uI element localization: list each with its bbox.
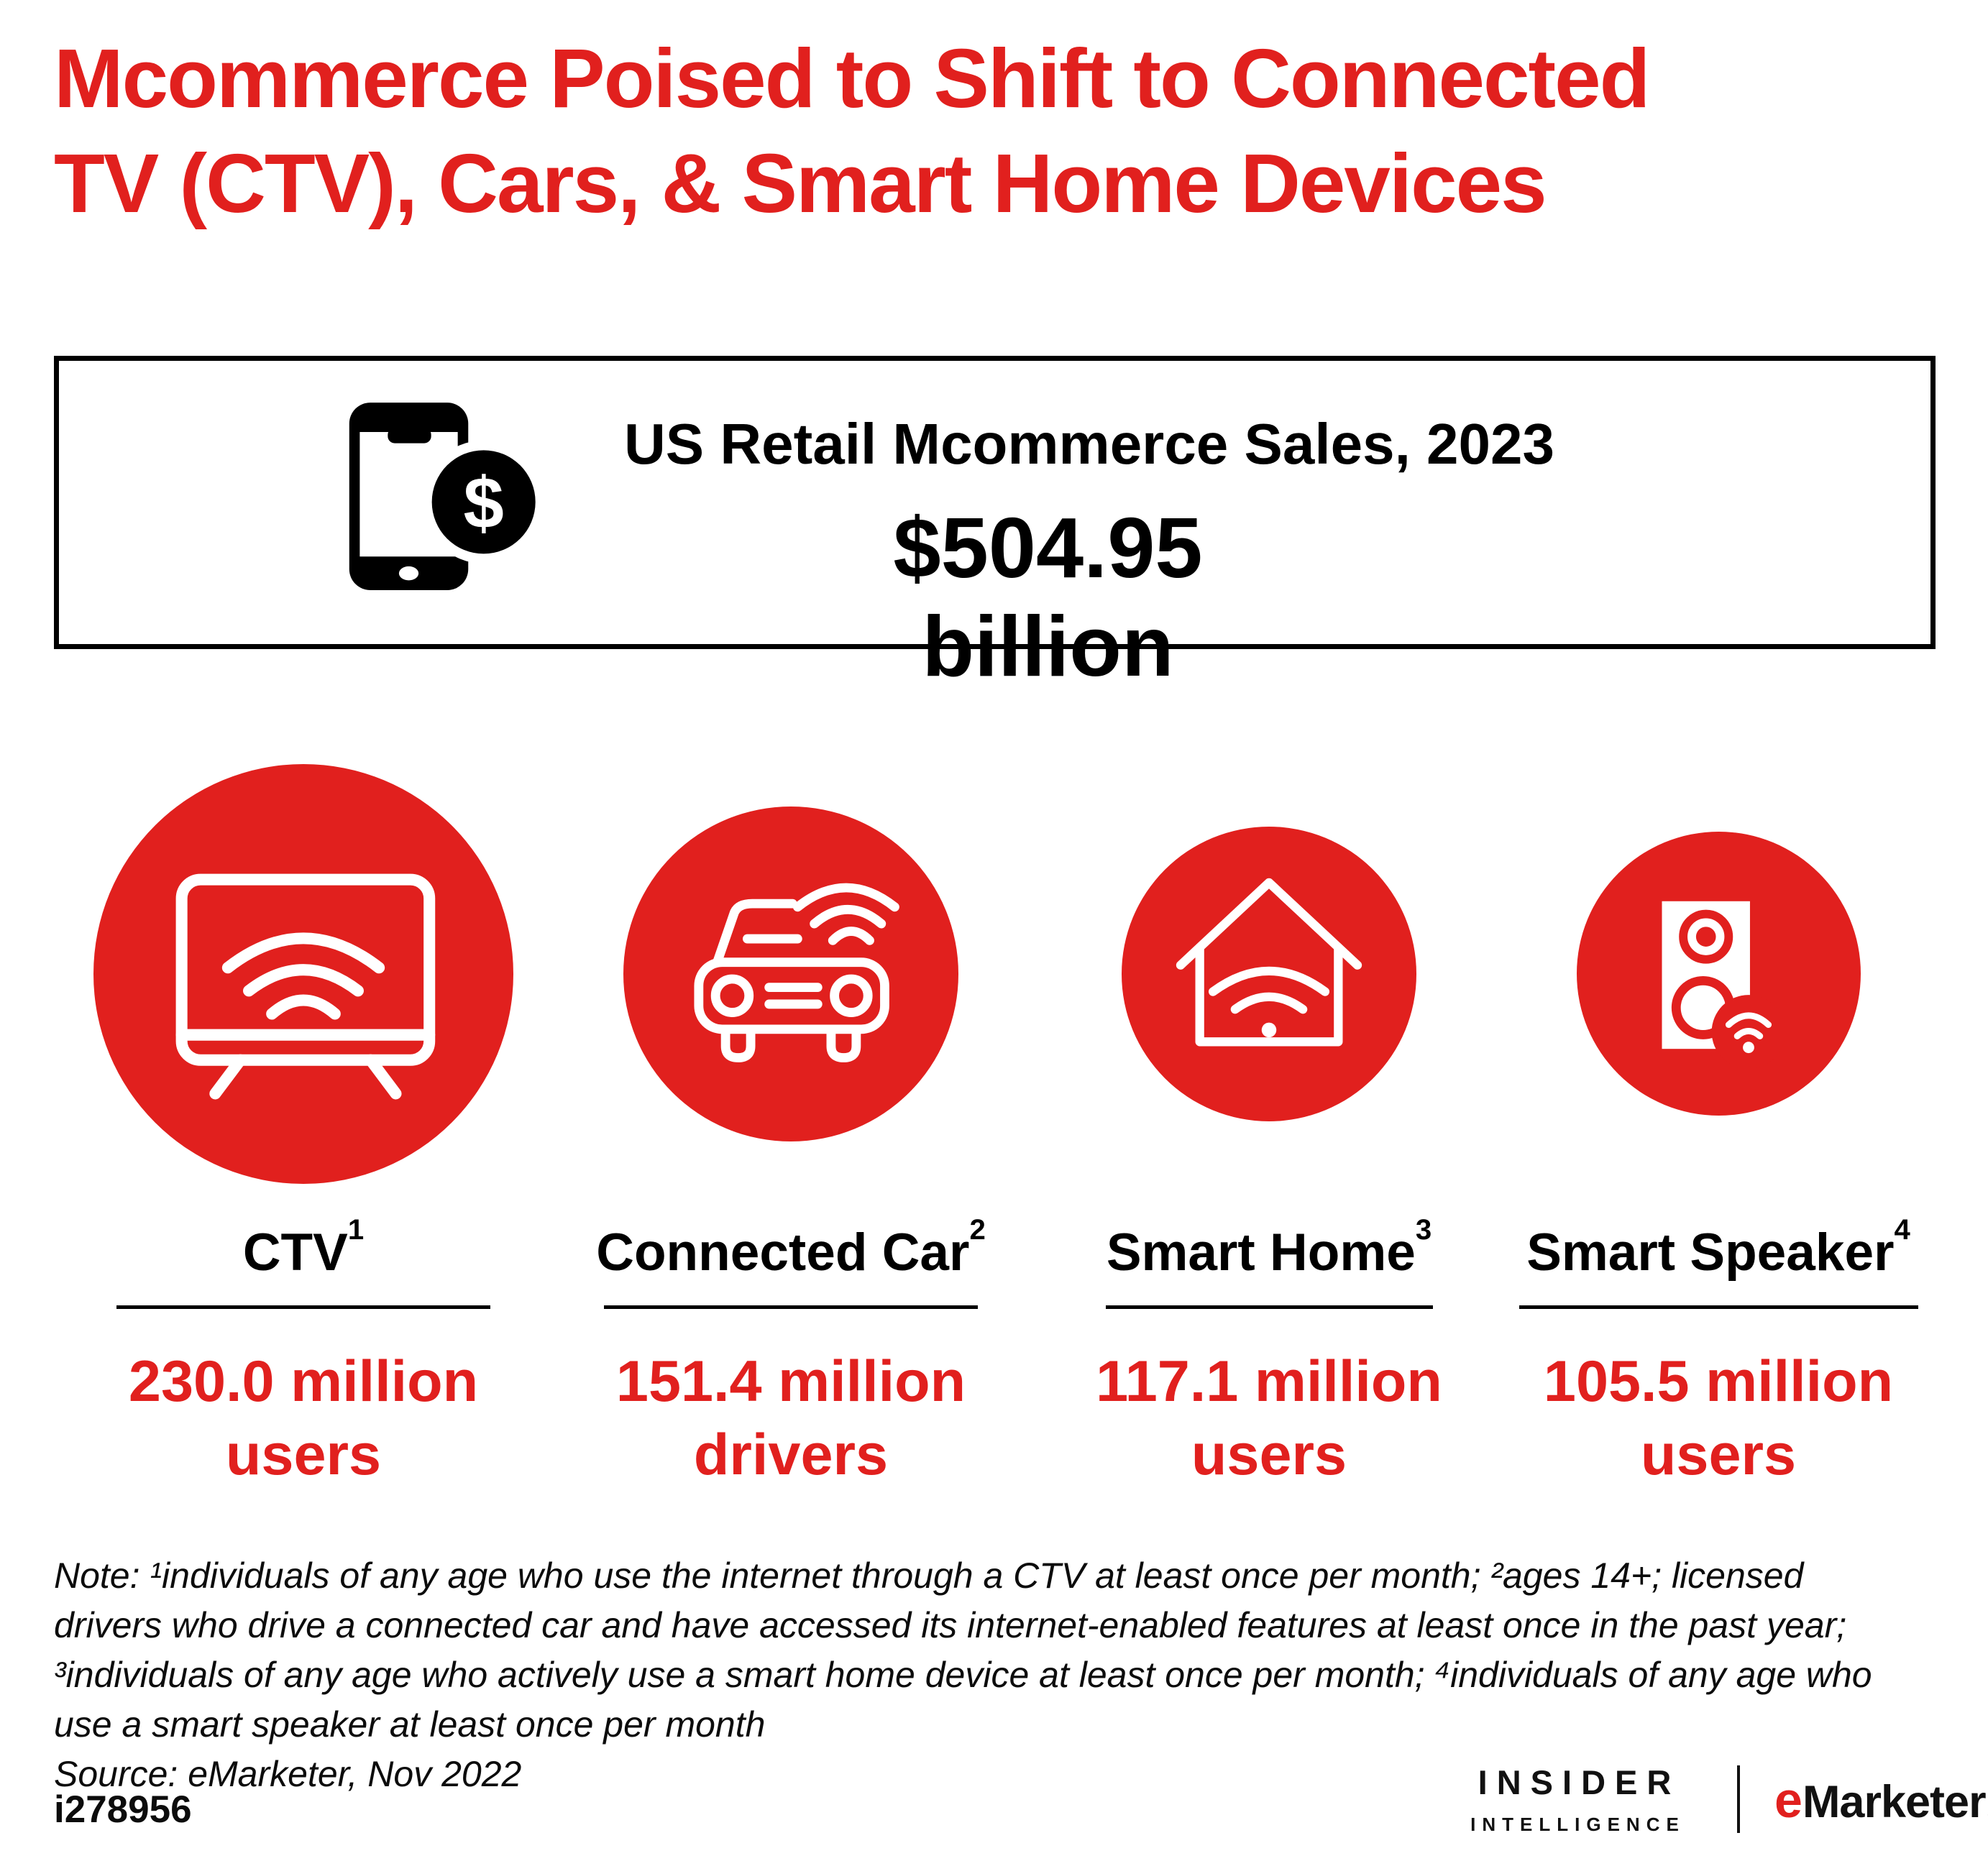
device-label-superscript: 4 <box>1894 1213 1910 1246</box>
device-column-ctv: CTV1 230.0 million users <box>52 1213 555 1492</box>
device-value: 105.5 million users <box>1467 1345 1970 1492</box>
device-value: 230.0 million users <box>52 1345 555 1492</box>
device-label-superscript: 3 <box>1415 1213 1432 1246</box>
emarketer-logo-e: e <box>1774 1772 1803 1828</box>
connected-car-circle <box>623 807 958 1141</box>
device-value-unit: users <box>1191 1423 1347 1488</box>
device-value-number: 117.1 million <box>1096 1349 1442 1415</box>
page-title-line2: TV (CTV), Cars, & Smart Home Devices <box>54 137 1547 231</box>
device-label-text: Smart Speaker <box>1526 1223 1895 1282</box>
device-label-text: CTV <box>242 1223 348 1282</box>
dollar-glyph: $ <box>464 462 504 543</box>
divider-rule <box>1105 1305 1433 1310</box>
device-value-unit: users <box>1640 1423 1797 1488</box>
device-label-text: Smart Home <box>1106 1223 1416 1282</box>
sales-box-heading: US Retail Mcommerce Sales, 2023 <box>623 412 1555 476</box>
divider-rule <box>1519 1305 1918 1310</box>
device-column-connected-car: Connected Car2 151.4 million drivers <box>539 1213 1043 1492</box>
device-label: CTV1 <box>52 1213 555 1284</box>
device-column-smart-speaker: Smart Speaker4 105.5 million users <box>1467 1213 1970 1492</box>
device-label: Connected Car2 <box>539 1213 1043 1284</box>
device-label: Smart Home3 <box>1017 1213 1521 1284</box>
connected-car-icon <box>694 883 899 1062</box>
divider-rule <box>116 1305 490 1310</box>
device-value: 117.1 million users <box>1017 1345 1521 1492</box>
device-label-text: Connected Car <box>596 1223 970 1282</box>
device-column-smart-home: Smart Home3 117.1 million users <box>1017 1213 1521 1492</box>
device-value-number: 105.5 million <box>1543 1349 1894 1415</box>
smart-speaker-icon <box>1662 901 1786 1069</box>
chart-id: i278956 <box>54 1788 192 1831</box>
smart-home-icon <box>1176 878 1362 1047</box>
footnote: Note: ¹individuals of any age who use th… <box>54 1551 1913 1799</box>
device-label-superscript: 1 <box>347 1213 365 1246</box>
device-label-superscript: 2 <box>969 1213 986 1246</box>
device-value-number: 230.0 million <box>128 1349 479 1415</box>
smart-speaker-circle <box>1577 832 1861 1116</box>
footnote-text: Note: ¹individuals of any age who use th… <box>54 1556 1872 1745</box>
logo-divider <box>1737 1765 1740 1833</box>
page-title-line1: Mcommerce Poised to Shift to Connected <box>54 32 1651 125</box>
emarketer-logo-text: Marketer <box>1802 1777 1987 1827</box>
divider-rule <box>604 1305 978 1310</box>
smart-home-circle <box>1122 827 1416 1121</box>
device-value-unit: users <box>225 1423 382 1488</box>
source-text: Source: eMarketer, Nov 2022 <box>54 1754 522 1794</box>
ctv-circle <box>93 764 513 1184</box>
ctv-icon <box>175 873 436 1100</box>
device-label: Smart Speaker4 <box>1467 1213 1970 1284</box>
emarketer-logo: eMarketer® <box>1774 1771 1988 1829</box>
insider-logo-line2: INTELLIGENCE <box>1470 1814 1685 1835</box>
page-title: Mcommerce Poised to Shift to Connected T… <box>54 26 1938 236</box>
device-value-unit: drivers <box>693 1423 889 1488</box>
device-value-number: 151.4 million <box>615 1349 966 1415</box>
insider-intelligence-logo: INSIDER INTELLIGENCE <box>1456 1763 1693 1836</box>
mobile-phone-dollar-icon: $ <box>349 403 546 590</box>
sales-box-value: $504.95 billion <box>893 500 1203 694</box>
device-value: 151.4 million drivers <box>539 1345 1043 1492</box>
insider-logo-line1: INSIDER <box>1478 1763 1681 1801</box>
